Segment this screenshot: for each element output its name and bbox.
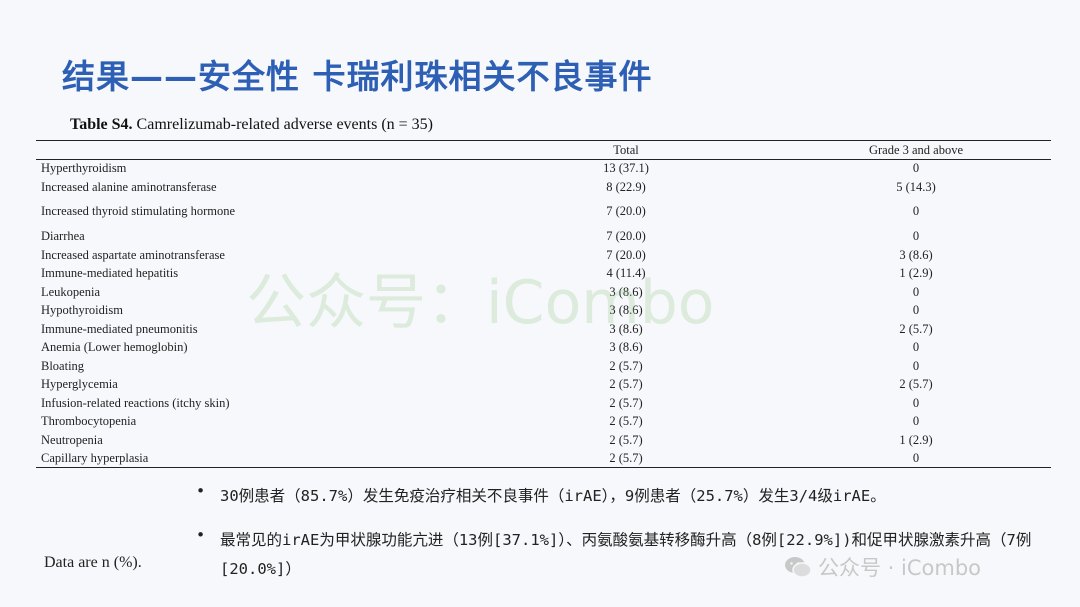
cell-event-name: Hypothyroidism [41, 303, 123, 317]
cell-event-name: Neutropenia [41, 432, 103, 447]
cell-total: 3 (8.6) [609, 321, 643, 336]
cell-event-name: Leukopenia [41, 284, 101, 299]
cell-total: 2 (5.7) [609, 395, 643, 410]
table-row: Increased aspartate aminotransferase 7 (2… [36, 247, 1051, 265]
table-row: Leukopenia 3 (8.6) 0 [36, 283, 1051, 302]
cell-event-name: Infusion-related reactions (itchy skin) [41, 395, 230, 410]
summary-bullets: • 30例患者（85.7%）发生免疫治疗相关不良事件（irAE），9例患者（25… [196, 482, 1046, 584]
table-row: Infusion-related reactions (itchy skin) 2… [36, 394, 1051, 413]
table-caption: Table S4. Camrelizumab-related adverse e… [70, 116, 433, 134]
cell-event-name: Bloating [41, 358, 85, 373]
cell-total: 2 (5.7) [609, 414, 643, 428]
cell-grade3: 0 [912, 395, 920, 410]
table-row: Neutropenia 2 (5.7) 1 (2.9) [36, 431, 1051, 450]
cell-total: 7 (20.0) [606, 248, 646, 262]
cell-total: 3 (8.6) [609, 340, 643, 354]
cell-event-name: Diarrhea [41, 229, 85, 243]
table-footnote: Data are n (%). [44, 554, 142, 571]
wechat-icon [785, 557, 812, 578]
cell-total: 7 (20.0) [606, 204, 646, 218]
adverse-events-table: Total Grade 3 and above Hyperthyroidism 1… [36, 140, 1051, 468]
cell-event-name: Hyperglycemia [41, 377, 118, 391]
cell-event-name: Thrombocytopenia [41, 414, 137, 428]
cell-grade3: 0 [912, 284, 920, 299]
cell-total: 2 (5.7) [609, 432, 643, 447]
column-header-total: Total [471, 140, 781, 160]
table-row: Increased thyroid stimulating hormone 7 (… [36, 197, 1051, 227]
cell-grade3: 0 [912, 358, 920, 373]
cell-event-name: Immune-mediated pneumonitis [41, 321, 198, 336]
cell-grade3: 2 (5.7) [899, 377, 933, 391]
cell-total: 13 (37.1) [603, 161, 649, 176]
cell-grade3: 0 [912, 229, 920, 243]
table-row: Hyperthyroidism 13 (37.1) 0 [36, 160, 1051, 178]
cell-grade3: 1 (2.9) [899, 266, 933, 280]
cell-event-name: Anemia (Lower hemoglobin) [41, 340, 188, 354]
cell-grade3: 5 (14.3) [896, 179, 936, 194]
bullet-dot-icon: • [196, 526, 206, 544]
table-row: Immune-mediated hepatitis 4 (11.4) 1 (2.9) [36, 265, 1051, 283]
watermark-corner: 公众号 · iCombo [784, 552, 981, 582]
table-caption-label: Table S4. [70, 116, 133, 133]
table-row: Thrombocytopenia 2 (5.7) 0 [36, 413, 1051, 431]
cell-total: 4 (11.4) [606, 266, 646, 280]
cell-total: 2 (5.7) [609, 377, 643, 391]
table-caption-text: Camrelizumab-related adverse events (n =… [132, 116, 433, 133]
table-row: Hypothyroidism 3 (8.6) 0 [36, 302, 1051, 320]
cell-grade3: 0 [912, 303, 920, 317]
table-row: Hyperglycemia 2 (5.7) 2 (5.7) [36, 376, 1051, 394]
bullet-item: • 30例患者（85.7%）发生免疫治疗相关不良事件（irAE），9例患者（25… [196, 482, 1046, 511]
bullet-text: 30例患者（85.7%）发生免疫治疗相关不良事件（irAE），9例患者（25.7… [220, 487, 886, 505]
cell-total: 3 (8.6) [609, 284, 643, 299]
slide-title: 结果——安全性 卡瑞利珠相关不良事件 [62, 57, 653, 96]
cell-total: 7 (20.0) [606, 229, 646, 243]
column-header-grade3: Grade 3 and above [781, 140, 1051, 160]
cell-total: 8 (22.9) [606, 179, 646, 194]
table-row: Immune-mediated pneumonitis 3 (8.6) 2 (5.7… [36, 320, 1051, 339]
table-row: Increased alanine aminotransferase 8 (22.… [36, 178, 1051, 197]
cell-grade3: 0 [912, 340, 920, 354]
cell-total: 2 (5.7) [471, 449, 781, 468]
cell-grade3: 2 (5.7) [899, 321, 933, 336]
column-header-event [36, 140, 471, 160]
cell-event-name: Immune-mediated hepatitis [41, 266, 179, 280]
table-row: Bloating 2 (5.7) 0 [36, 357, 1051, 376]
watermark-corner-text: 公众号 · iCombo [818, 556, 982, 580]
table-row: Anemia (Lower hemoglobin) 3 (8.6) 0 [36, 339, 1051, 357]
cell-grade3: 3 (8.6) [899, 248, 933, 262]
cell-grade3: 0 [912, 414, 920, 428]
table-body: Hyperthyroidism 13 (37.1) 0 Increased alani… [36, 160, 1051, 468]
bullet-dot-icon: • [196, 482, 206, 500]
cell-event-name: Hyperthyroidism [41, 161, 127, 176]
cell-grade3: 0 [912, 204, 920, 218]
bullet-text: 最常见的irAE为甲状腺功能亢进（13例[37.1%]）、丙氨酸氨基转移酶升高（… [220, 531, 1032, 578]
cell-event-name: Increased thyroid stimulating hormone [41, 204, 236, 218]
bullet-item: • 最常见的irAE为甲状腺功能亢进（13例[37.1%]）、丙氨酸氨基转移酶升… [196, 526, 1046, 584]
cell-grade3: 0 [781, 449, 1051, 468]
table-row: Capillary hyperplasia 2 (5.7) 0 [36, 449, 1051, 468]
cell-event-name: Increased alanine aminotransferase [41, 179, 217, 194]
table-row: Diarrhea 7 (20.0) 0 [36, 227, 1051, 247]
table-header-row: Total Grade 3 and above [36, 140, 1051, 160]
cell-event-name: Capillary hyperplasia [36, 449, 471, 468]
cell-grade3: 1 (2.9) [899, 432, 933, 447]
cell-total: 3 (8.6) [609, 303, 643, 317]
cell-grade3: 0 [912, 161, 920, 176]
cell-event-name: Increased aspartate aminotransferase [41, 248, 225, 262]
cell-total: 2 (5.7) [609, 358, 643, 373]
